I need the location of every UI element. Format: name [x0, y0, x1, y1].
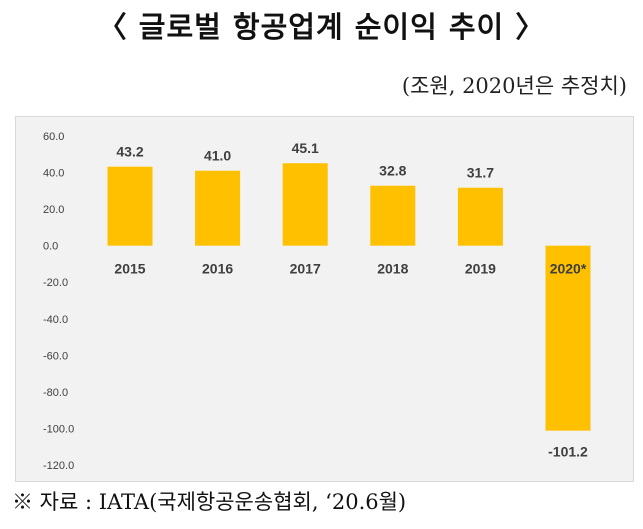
chart-title: 〈 글로벌 항공업계 순이익 추이 〉 — [97, 10, 546, 44]
y-tick-label: 60.0 — [43, 131, 64, 143]
bar-chart: 60.0 40.0 20.0 0.0 -20.0 -40.0 -60.0 -80.0 -100.… — [43, 131, 591, 472]
x-tick-label: 2016 — [202, 261, 233, 277]
x-tick-label: 2019 — [465, 261, 496, 277]
y-tick-label: -60.0 — [43, 350, 68, 362]
chart-subtitle: (조원, 2020년은 추정치) — [401, 74, 627, 98]
bar — [195, 170, 241, 246]
x-tick-label: 2017 — [290, 261, 321, 277]
bar — [107, 166, 153, 246]
x-tick-label: 2020* — [550, 261, 587, 277]
y-tick-label: 40.0 — [43, 168, 64, 180]
source-note: ※ 자료 : IATA(국제항공운송협회, ‘20.6월) — [12, 490, 407, 514]
x-tick-label: 2015 — [114, 261, 145, 277]
y-tick-label: 20.0 — [43, 204, 64, 216]
data-label: 32.8 — [379, 163, 406, 179]
bar — [282, 163, 328, 246]
y-tick-label: 0.0 — [43, 241, 58, 253]
y-tick-label: -20.0 — [43, 277, 68, 289]
data-label: 43.2 — [116, 144, 143, 160]
y-tick-label: -80.0 — [43, 387, 68, 399]
bar — [457, 187, 503, 246]
x-tick-label: 2018 — [377, 261, 408, 277]
data-label: 45.1 — [292, 140, 319, 156]
bar — [370, 185, 416, 246]
data-label: 41.0 — [204, 148, 231, 164]
y-tick-label: -100.0 — [43, 423, 74, 435]
bar — [545, 245, 591, 431]
y-tick-label: -40.0 — [43, 314, 68, 326]
data-label: 31.7 — [467, 165, 494, 181]
data-label: -101.2 — [548, 444, 588, 460]
chart-area: 60.0 40.0 20.0 0.0 -20.0 -40.0 -60.0 -80.0 -100.… — [15, 116, 634, 482]
y-tick-label: -120.0 — [43, 460, 74, 472]
